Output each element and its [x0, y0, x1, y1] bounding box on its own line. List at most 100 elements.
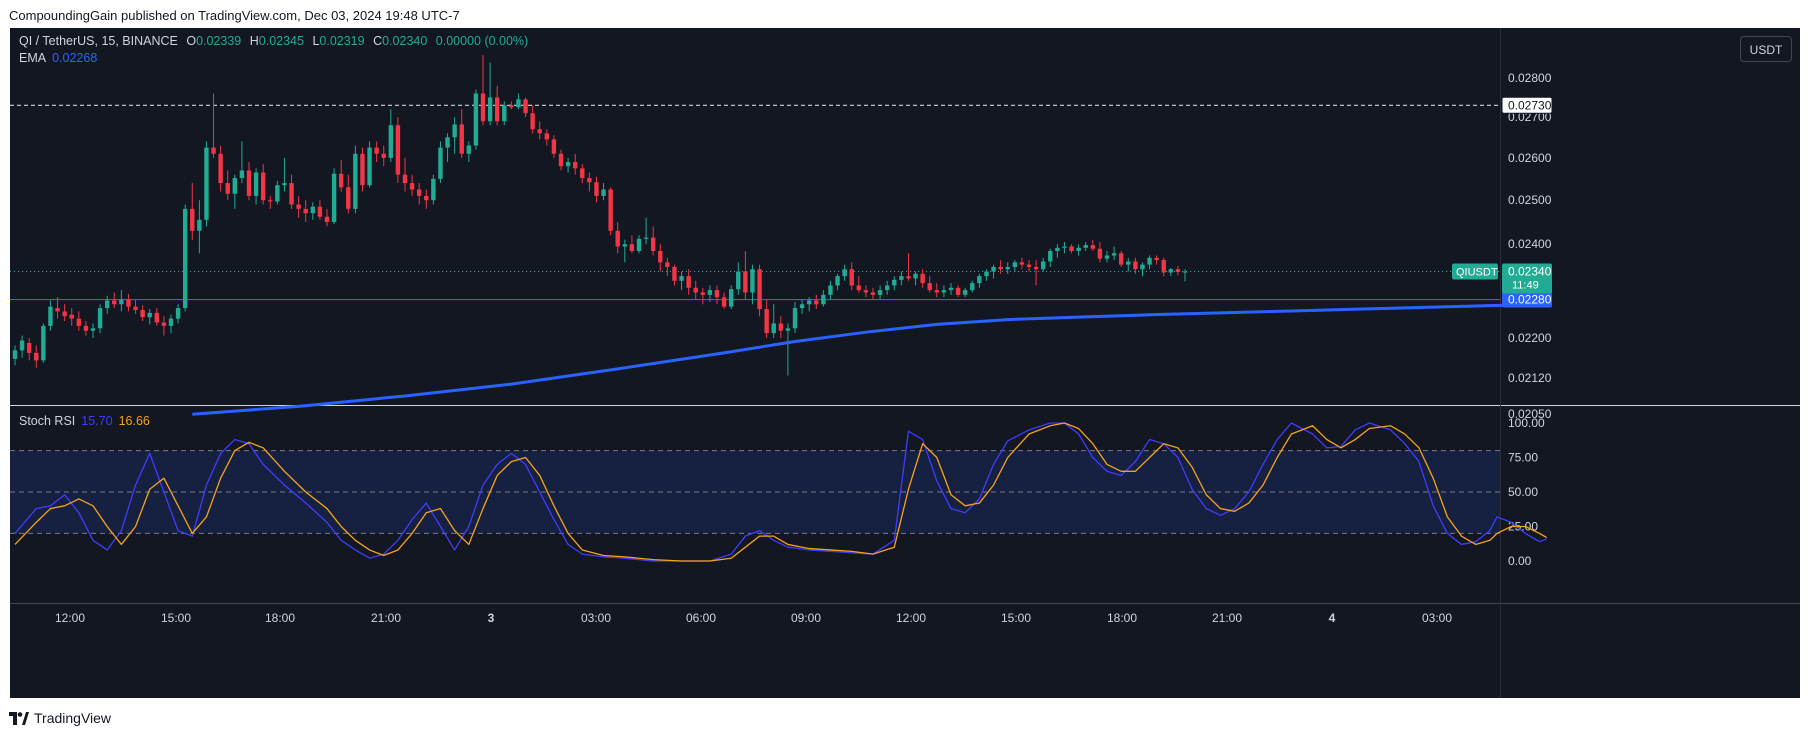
candle-body[interactable]	[530, 113, 535, 130]
candle-body[interactable]	[90, 328, 96, 331]
candle-body[interactable]	[353, 153, 358, 209]
candle-body[interactable]	[346, 187, 351, 209]
candle-body[interactable]	[750, 269, 755, 293]
candle-body[interactable]	[523, 99, 528, 114]
candle-body[interactable]	[161, 322, 167, 326]
candle-body[interactable]	[806, 300, 812, 305]
candle-body[interactable]	[764, 309, 769, 334]
currency-button[interactable]: USDT	[1740, 36, 1792, 62]
candle-body[interactable]	[835, 276, 840, 286]
candle-body[interactable]	[19, 340, 25, 351]
candle-body[interactable]	[1133, 261, 1138, 270]
candle-body[interactable]	[1182, 271, 1188, 273]
candle-body[interactable]	[1147, 257, 1152, 265]
candle-body[interactable]	[55, 308, 60, 312]
candle-body[interactable]	[1126, 261, 1131, 265]
candle-body[interactable]	[1154, 257, 1159, 261]
candle-body[interactable]	[303, 208, 308, 214]
candle-body[interactable]	[360, 153, 365, 186]
candle-body[interactable]	[211, 147, 216, 154]
stoch-k-line[interactable]	[14, 422, 1547, 562]
candle-body[interactable]	[629, 244, 635, 251]
candle-body[interactable]	[721, 297, 727, 307]
candle-body[interactable]	[395, 125, 401, 175]
candle-body[interactable]	[991, 266, 996, 272]
candle-body[interactable]	[367, 147, 372, 186]
candle-body[interactable]	[1097, 248, 1103, 259]
candle-body[interactable]	[1076, 247, 1081, 251]
candle-body[interactable]	[260, 172, 266, 201]
candle-body[interactable]	[69, 314, 74, 319]
candle-body[interactable]	[494, 97, 500, 122]
candle-body[interactable]	[509, 105, 514, 108]
candle-body[interactable]	[41, 325, 46, 361]
candle-body[interactable]	[296, 204, 301, 209]
candle-body[interactable]	[34, 352, 39, 361]
candle-body[interactable]	[516, 99, 521, 108]
candle-body[interactable]	[580, 168, 585, 179]
candle-body[interactable]	[409, 183, 415, 190]
candle-body[interactable]	[927, 283, 932, 291]
candle-body[interactable]	[955, 287, 961, 295]
candle-body[interactable]	[693, 287, 698, 293]
candle-body[interactable]	[310, 206, 316, 214]
footer-brand[interactable]: TradingView	[9, 708, 111, 728]
candle-body[interactable]	[814, 300, 819, 305]
candle-body[interactable]	[253, 172, 259, 196]
candle-body[interactable]	[1104, 255, 1110, 259]
candle-body[interactable]	[608, 189, 613, 231]
candle-body[interactable]	[587, 178, 592, 183]
candle-body[interactable]	[594, 182, 599, 196]
candle-body[interactable]	[1048, 250, 1053, 262]
candle-body[interactable]	[821, 294, 826, 305]
candle-body[interactable]	[487, 97, 493, 122]
candle-body[interactable]	[62, 311, 67, 317]
chart-canvas[interactable]: 0.028000.027000.026000.025000.024000.022…	[10, 28, 1800, 698]
candle-body[interactable]	[1168, 269, 1174, 273]
candle-body[interactable]	[282, 183, 287, 186]
candle-body[interactable]	[331, 173, 337, 222]
candle-body[interactable]	[984, 271, 989, 277]
candle-body[interactable]	[700, 292, 706, 295]
candle-body[interactable]	[232, 178, 238, 194]
candle-body[interactable]	[147, 312, 152, 318]
candle-body[interactable]	[374, 147, 379, 154]
chart-frame[interactable]: 0.02800 0.02700 0.02600 0.02500 0.02400 0.022…	[10, 28, 1800, 698]
candle-body[interactable]	[863, 290, 869, 293]
support-price-tag[interactable]: 0.02280	[1502, 291, 1552, 308]
candle-body[interactable]	[175, 308, 181, 319]
candle-body[interactable]	[643, 237, 649, 239]
candle-body[interactable]	[218, 153, 223, 184]
candle-body[interactable]	[1019, 262, 1025, 265]
candle-body[interactable]	[388, 125, 394, 158]
candle-body[interactable]	[502, 105, 507, 122]
candle-body[interactable]	[601, 189, 606, 196]
candle-body[interactable]	[438, 147, 443, 179]
candle-body[interactable]	[246, 170, 252, 196]
candle-body[interactable]	[1005, 266, 1010, 270]
candle-body[interactable]	[558, 153, 564, 167]
candle-body[interactable]	[1026, 264, 1032, 267]
candle-body[interactable]	[445, 137, 450, 148]
candle-body[interactable]	[1111, 253, 1117, 256]
candle-body[interactable]	[686, 276, 691, 288]
candle-body[interactable]	[828, 285, 833, 295]
candle-body[interactable]	[204, 147, 209, 220]
candle-body[interactable]	[679, 276, 684, 281]
candle-body[interactable]	[913, 273, 918, 279]
candle-body[interactable]	[154, 312, 160, 323]
candle-body[interactable]	[714, 290, 720, 298]
candle-body[interactable]	[26, 342, 32, 353]
candle-body[interactable]	[324, 216, 330, 222]
candle-body[interactable]	[1175, 269, 1181, 272]
dashed-level-price-tag[interactable]: 0.02730	[1501, 96, 1553, 114]
symbol-price-tag[interactable]: QIUSDT	[1452, 263, 1498, 280]
candle-body[interactable]	[239, 170, 245, 179]
candle-body[interactable]	[870, 292, 876, 295]
candle-body[interactable]	[119, 299, 124, 305]
candle-body[interactable]	[1161, 260, 1166, 273]
candle-body[interactable]	[884, 285, 890, 291]
candle-body[interactable]	[792, 308, 798, 329]
candle-body[interactable]	[771, 323, 776, 334]
